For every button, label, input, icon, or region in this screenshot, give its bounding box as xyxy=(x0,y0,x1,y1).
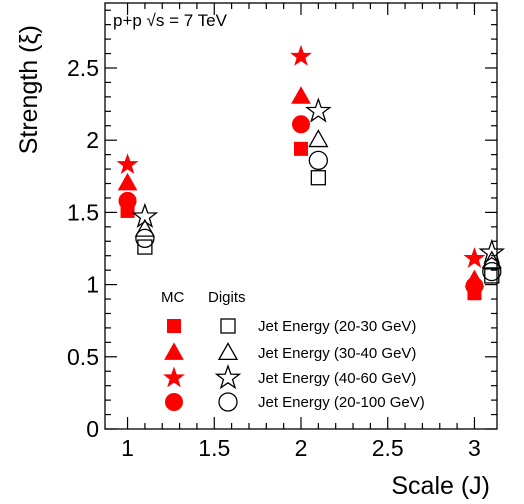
legend-mc-circle xyxy=(165,393,183,411)
y-tick-label: 2.5 xyxy=(67,55,99,81)
legend-digits-triangle xyxy=(217,342,239,361)
axis-tick-labels: 1 1.5 2 2.5 3 0 0.5 1 1.5 2 2.5 xyxy=(67,55,481,461)
x-tick-label: 2 xyxy=(295,435,308,461)
legend-entry-label: Jet Energy (20-30 GeV) xyxy=(258,318,416,335)
legend-header-digits: Digits xyxy=(208,289,246,306)
digits-point-square xyxy=(484,268,500,284)
digits-point-star xyxy=(305,97,332,123)
y-tick-label: 2 xyxy=(86,127,99,153)
x-tick-label: 3 xyxy=(468,435,481,461)
mc-point-triangle xyxy=(117,172,138,191)
x-axis-title: Scale (J) xyxy=(391,472,490,500)
digits-point-square xyxy=(137,239,153,255)
plot-border xyxy=(104,2,498,430)
x-tick-label: 1 xyxy=(121,435,134,461)
mc-point-circle xyxy=(292,115,310,134)
digits-point-star xyxy=(131,202,159,229)
y-axis-title: Strength (ξ) xyxy=(15,25,43,154)
mc-point-triangle xyxy=(291,86,311,104)
legend-digits-circle xyxy=(218,392,238,412)
energy-annotation: p+p √s = 7 TeV xyxy=(113,11,228,30)
data-markers xyxy=(116,44,506,301)
legend: MC Digits Jet Energy (20-30 GeV) Jet Energy… xyxy=(161,289,425,412)
legend-mc-square xyxy=(167,319,181,333)
digits-point-star xyxy=(478,238,506,265)
mc-point-circle xyxy=(118,191,137,210)
mc-point-star xyxy=(116,153,139,175)
legend-entry-label: Jet Energy (40-60 GeV) xyxy=(258,370,416,387)
y-tick-label: 0.5 xyxy=(67,344,99,370)
digits-point-circle xyxy=(482,261,502,282)
axis-ticks xyxy=(105,3,497,430)
y-tick-label: 1.5 xyxy=(67,199,99,225)
legend-digits-square xyxy=(220,318,236,334)
x-tick-label: 1.5 xyxy=(198,435,230,461)
plot-frame xyxy=(104,2,498,430)
legend-header-mc: MC xyxy=(161,289,184,306)
legend-mc-triangle xyxy=(164,342,184,360)
mc-point-circle xyxy=(465,277,484,296)
legend-digits-star xyxy=(214,364,242,390)
digits-point-circle xyxy=(308,150,328,171)
mc-point-star xyxy=(290,44,312,66)
y-tick-label: 0 xyxy=(86,416,99,442)
legend-mc-star xyxy=(163,366,185,388)
digits-point-triangle xyxy=(308,129,329,148)
y-tick-label: 1 xyxy=(86,272,99,298)
digits-point-triangle xyxy=(481,250,502,269)
legend-entry-label: Jet Energy (30-40 GeV) xyxy=(258,345,416,362)
mc-point-square xyxy=(294,141,308,156)
digits-point-circle xyxy=(135,228,155,249)
x-tick-label: 2.5 xyxy=(372,435,404,461)
legend-entry-label: Jet Energy (20-100 GeV) xyxy=(258,394,425,411)
digits-point-triangle xyxy=(134,218,156,237)
mc-point-star xyxy=(463,247,486,268)
digits-point-square xyxy=(310,170,326,186)
